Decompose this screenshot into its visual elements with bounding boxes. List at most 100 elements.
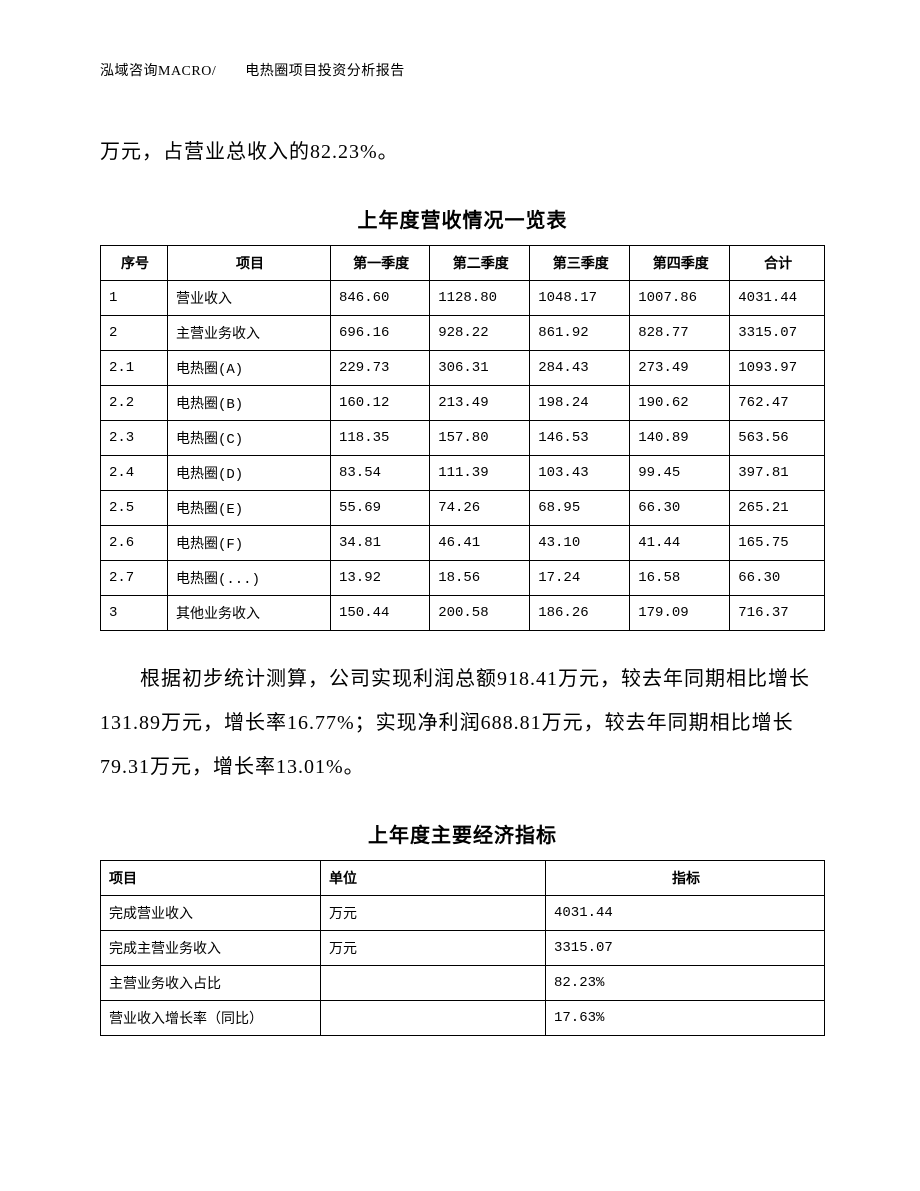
- table2-title: 上年度主要经济指标: [100, 819, 825, 848]
- table-cell: 284.43: [530, 351, 630, 386]
- col-total: 合计: [730, 246, 825, 281]
- table-cell: 229.73: [331, 351, 430, 386]
- table-header-row: 项目 单位 指标: [101, 861, 825, 896]
- table-cell: 198.24: [530, 386, 630, 421]
- table-row: 主营业务收入占比 82.23%: [101, 966, 825, 1001]
- table-cell: 1093.97: [730, 351, 825, 386]
- table-cell: 762.47: [730, 386, 825, 421]
- table-cell: 13.92: [331, 561, 430, 596]
- table-cell: 82.23%: [546, 966, 825, 1001]
- table-row: 2.6电热圈(F)34.8146.4143.1041.44165.75: [101, 526, 825, 561]
- table-cell: [321, 1001, 546, 1036]
- table-cell: 846.60: [331, 281, 430, 316]
- table-cell: 696.16: [331, 316, 430, 351]
- table-cell: 1007.86: [630, 281, 730, 316]
- table-cell: 完成主营业务收入: [101, 931, 321, 966]
- table-cell: 电热圈(C): [167, 421, 330, 456]
- table-cell: 3315.07: [546, 931, 825, 966]
- table-cell: 电热圈(...): [167, 561, 330, 596]
- table-cell: 273.49: [630, 351, 730, 386]
- page-header: 泓域咨询MACRO/ 电热圈项目投资分析报告: [100, 60, 825, 80]
- table-cell: 306.31: [430, 351, 530, 386]
- table-cell: 18.56: [430, 561, 530, 596]
- table-cell: 41.44: [630, 526, 730, 561]
- table-cell: 157.80: [430, 421, 530, 456]
- table-cell: 66.30: [630, 491, 730, 526]
- table-cell: 万元: [321, 896, 546, 931]
- col-unit: 单位: [321, 861, 546, 896]
- table-cell: 55.69: [331, 491, 430, 526]
- table-cell: 397.81: [730, 456, 825, 491]
- col-value: 指标: [546, 861, 825, 896]
- table-cell: 179.09: [630, 596, 730, 631]
- col-seq: 序号: [101, 246, 168, 281]
- table-row: 2.5电热圈(E)55.6974.2668.9566.30265.21: [101, 491, 825, 526]
- col-q3: 第三季度: [530, 246, 630, 281]
- table-cell: 68.95: [530, 491, 630, 526]
- table-row: 2.4电热圈(D)83.54111.39103.4399.45397.81: [101, 456, 825, 491]
- table-cell: 828.77: [630, 316, 730, 351]
- table-row: 完成主营业务收入万元3315.07: [101, 931, 825, 966]
- table-cell: 34.81: [331, 526, 430, 561]
- table-cell: 140.89: [630, 421, 730, 456]
- table-cell: 4031.44: [546, 896, 825, 931]
- table-cell: 563.56: [730, 421, 825, 456]
- table-cell: 46.41: [430, 526, 530, 561]
- table-row: 1营业收入846.601128.801048.171007.864031.44: [101, 281, 825, 316]
- table-cell: 3: [101, 596, 168, 631]
- table-cell: 213.49: [430, 386, 530, 421]
- table-cell: 3315.07: [730, 316, 825, 351]
- table-row: 完成营业收入万元4031.44: [101, 896, 825, 931]
- table-cell: 16.58: [630, 561, 730, 596]
- table-cell: 74.26: [430, 491, 530, 526]
- table-cell: 99.45: [630, 456, 730, 491]
- table-cell: 电热圈(D): [167, 456, 330, 491]
- table-cell: 电热圈(A): [167, 351, 330, 386]
- table-cell: 928.22: [430, 316, 530, 351]
- table-row: 2.3电热圈(C)118.35157.80146.53140.89563.56: [101, 421, 825, 456]
- table-row: 3其他业务收入150.44200.58186.26179.09716.37: [101, 596, 825, 631]
- table-cell: 118.35: [331, 421, 430, 456]
- table-cell: 190.62: [630, 386, 730, 421]
- table-cell: [321, 966, 546, 1001]
- table-cell: 17.63%: [546, 1001, 825, 1036]
- col-item: 项目: [101, 861, 321, 896]
- col-q4: 第四季度: [630, 246, 730, 281]
- table-cell: 83.54: [331, 456, 430, 491]
- table-cell: 103.43: [530, 456, 630, 491]
- table-cell: 160.12: [331, 386, 430, 421]
- table-cell: 2: [101, 316, 168, 351]
- table-row: 营业收入增长率（同比）17.63%: [101, 1001, 825, 1036]
- table-cell: 其他业务收入: [167, 596, 330, 631]
- body-paragraph-1: 万元，占营业总收入的82.23%。: [100, 130, 825, 174]
- table-cell: 1128.80: [430, 281, 530, 316]
- table-header-row: 序号 项目 第一季度 第二季度 第三季度 第四季度 合计: [101, 246, 825, 281]
- table-cell: 主营业务收入占比: [101, 966, 321, 1001]
- table-cell: 150.44: [331, 596, 430, 631]
- table-cell: 2.4: [101, 456, 168, 491]
- table-cell: 111.39: [430, 456, 530, 491]
- table-cell: 2.2: [101, 386, 168, 421]
- table-cell: 2.5: [101, 491, 168, 526]
- table-cell: 电热圈(F): [167, 526, 330, 561]
- table-cell: 完成营业收入: [101, 896, 321, 931]
- body-paragraph-2: 根据初步统计测算，公司实现利润总额918.41万元，较去年同期相比增长131.8…: [100, 657, 825, 789]
- col-item: 项目: [167, 246, 330, 281]
- table-cell: 186.26: [530, 596, 630, 631]
- table1-title: 上年度营收情况一览表: [100, 204, 825, 233]
- table-cell: 146.53: [530, 421, 630, 456]
- table-row: 2主营业务收入696.16928.22861.92828.773315.07: [101, 316, 825, 351]
- table-cell: 265.21: [730, 491, 825, 526]
- table-cell: 165.75: [730, 526, 825, 561]
- table-cell: 4031.44: [730, 281, 825, 316]
- table-cell: 电热圈(E): [167, 491, 330, 526]
- table-cell: 43.10: [530, 526, 630, 561]
- table-row: 2.2电热圈(B)160.12213.49198.24190.62762.47: [101, 386, 825, 421]
- table-cell: 716.37: [730, 596, 825, 631]
- table-cell: 1048.17: [530, 281, 630, 316]
- indicator-table: 项目 单位 指标 完成营业收入万元4031.44完成主营业务收入万元3315.0…: [100, 860, 825, 1036]
- table-cell: 2.1: [101, 351, 168, 386]
- table-row: 2.7电热圈(...)13.9218.5617.2416.5866.30: [101, 561, 825, 596]
- table-cell: 861.92: [530, 316, 630, 351]
- document-page: { "header": "泓域咨询MACRO/ 电热圈项目投资分析报告", "p…: [0, 0, 920, 1191]
